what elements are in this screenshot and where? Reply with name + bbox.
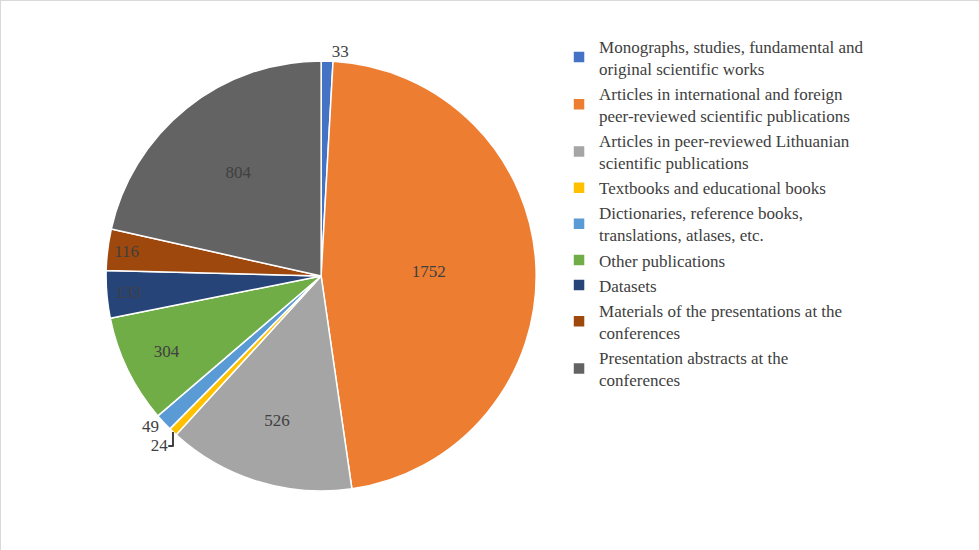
svg-text:116: 116	[114, 242, 139, 261]
svg-text:Articles in international and: Articles in international and foreignpee…	[599, 85, 850, 126]
svg-text:49: 49	[142, 417, 159, 436]
svg-text:24: 24	[151, 436, 169, 455]
svg-text:133: 133	[116, 283, 142, 302]
svg-text:Presentation abstracts at thec: Presentation abstracts at theconferences	[599, 349, 788, 390]
svg-text:Textbooks and educational book: Textbooks and educational books	[599, 179, 826, 198]
svg-text:Articles in peer-reviewed Lith: Articles in peer-reviewed Lithuanianscie…	[599, 132, 850, 173]
svg-text:Monographs, studies, fundament: Monographs, studies, fundamental andorig…	[599, 38, 863, 79]
svg-text:804: 804	[225, 163, 251, 182]
svg-text:Other publications: Other publications	[599, 252, 725, 271]
svg-text:1752: 1752	[412, 262, 446, 281]
svg-text:Datasets: Datasets	[599, 277, 657, 296]
svg-text:33: 33	[332, 42, 349, 61]
svg-text:304: 304	[154, 342, 180, 361]
svg-text:526: 526	[264, 411, 290, 430]
svg-text:Dictionaries, reference books,: Dictionaries, reference books,translatio…	[599, 204, 803, 245]
svg-text:Materials of the presentations: Materials of the presentations at thecon…	[599, 302, 842, 343]
